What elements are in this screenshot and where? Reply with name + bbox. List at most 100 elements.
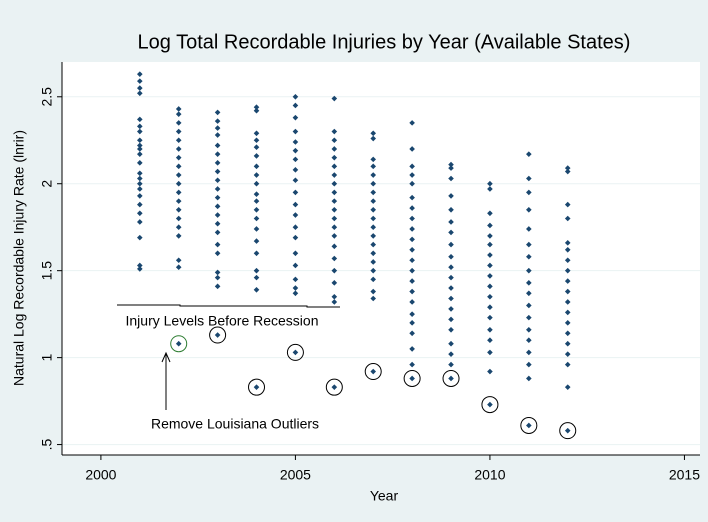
point — [448, 241, 454, 248]
point — [331, 146, 338, 152]
point — [487, 293, 493, 300]
point — [487, 180, 493, 187]
point — [526, 337, 532, 344]
point — [409, 330, 415, 337]
point — [214, 168, 221, 175]
y-tick-label: 2.5 — [39, 87, 55, 107]
outlier-point — [214, 332, 221, 338]
point — [253, 153, 260, 159]
point — [487, 241, 493, 248]
point — [292, 285, 299, 291]
point — [448, 161, 454, 168]
point — [137, 128, 143, 135]
outlier-point — [448, 375, 454, 382]
point — [331, 207, 338, 213]
point — [526, 241, 532, 248]
point — [214, 250, 221, 257]
point — [331, 267, 338, 274]
point — [487, 304, 493, 310]
point — [370, 207, 377, 213]
point — [526, 326, 532, 333]
point — [409, 205, 415, 211]
outlier-point — [175, 340, 182, 347]
point — [370, 163, 377, 170]
point — [331, 137, 338, 144]
point — [253, 226, 260, 232]
point — [409, 226, 415, 232]
point — [137, 219, 143, 225]
point — [214, 241, 221, 248]
outlier-point — [370, 368, 377, 375]
point — [253, 207, 260, 213]
point — [448, 264, 454, 270]
point — [292, 276, 299, 283]
point — [526, 290, 532, 297]
x-axis-title: Year — [370, 488, 399, 504]
point — [137, 193, 143, 199]
point — [175, 137, 182, 144]
y-tick-label: 1 — [39, 354, 55, 362]
point — [448, 165, 454, 171]
point — [137, 266, 143, 272]
point — [292, 102, 299, 109]
point — [253, 267, 260, 274]
point — [137, 234, 143, 241]
point — [370, 259, 377, 265]
point — [526, 175, 532, 182]
annotation: Injury Levels Before Recession — [126, 313, 319, 329]
point — [526, 375, 532, 382]
point — [448, 219, 454, 225]
point — [564, 299, 571, 305]
point — [370, 295, 377, 302]
x-tick-label: 2010 — [474, 467, 505, 483]
point — [331, 280, 338, 286]
point — [137, 170, 143, 177]
point — [253, 198, 260, 204]
point — [175, 111, 182, 117]
point — [137, 78, 143, 84]
point — [370, 130, 377, 137]
chart-title: Log Total Recordable Injuries by Year (A… — [138, 31, 631, 53]
point — [214, 283, 221, 290]
point — [137, 90, 143, 97]
point — [214, 177, 221, 184]
point — [253, 191, 260, 197]
point — [370, 233, 377, 239]
point — [331, 233, 338, 239]
point — [409, 299, 415, 305]
point — [175, 106, 182, 112]
point — [292, 93, 299, 100]
point — [331, 95, 338, 102]
point — [292, 290, 299, 297]
point — [526, 189, 532, 196]
point — [175, 120, 182, 126]
point — [253, 274, 260, 281]
point — [487, 210, 493, 217]
point — [370, 241, 377, 248]
point — [137, 210, 143, 217]
point — [331, 189, 338, 196]
point — [487, 314, 493, 321]
point — [370, 224, 377, 230]
point — [526, 361, 532, 368]
outlier-circle — [248, 378, 266, 396]
point — [253, 215, 260, 222]
point — [564, 351, 571, 357]
outlier-circle — [170, 335, 188, 353]
outlier-circle — [520, 416, 538, 434]
point — [175, 233, 182, 239]
point — [253, 107, 260, 114]
point — [564, 267, 571, 274]
point — [564, 168, 571, 175]
point — [292, 212, 299, 218]
point — [175, 264, 182, 270]
point — [409, 288, 415, 295]
point — [175, 146, 182, 152]
point — [487, 283, 493, 290]
point — [214, 194, 221, 201]
point — [564, 247, 571, 253]
point — [137, 146, 143, 152]
point — [564, 240, 571, 246]
point — [292, 139, 299, 145]
